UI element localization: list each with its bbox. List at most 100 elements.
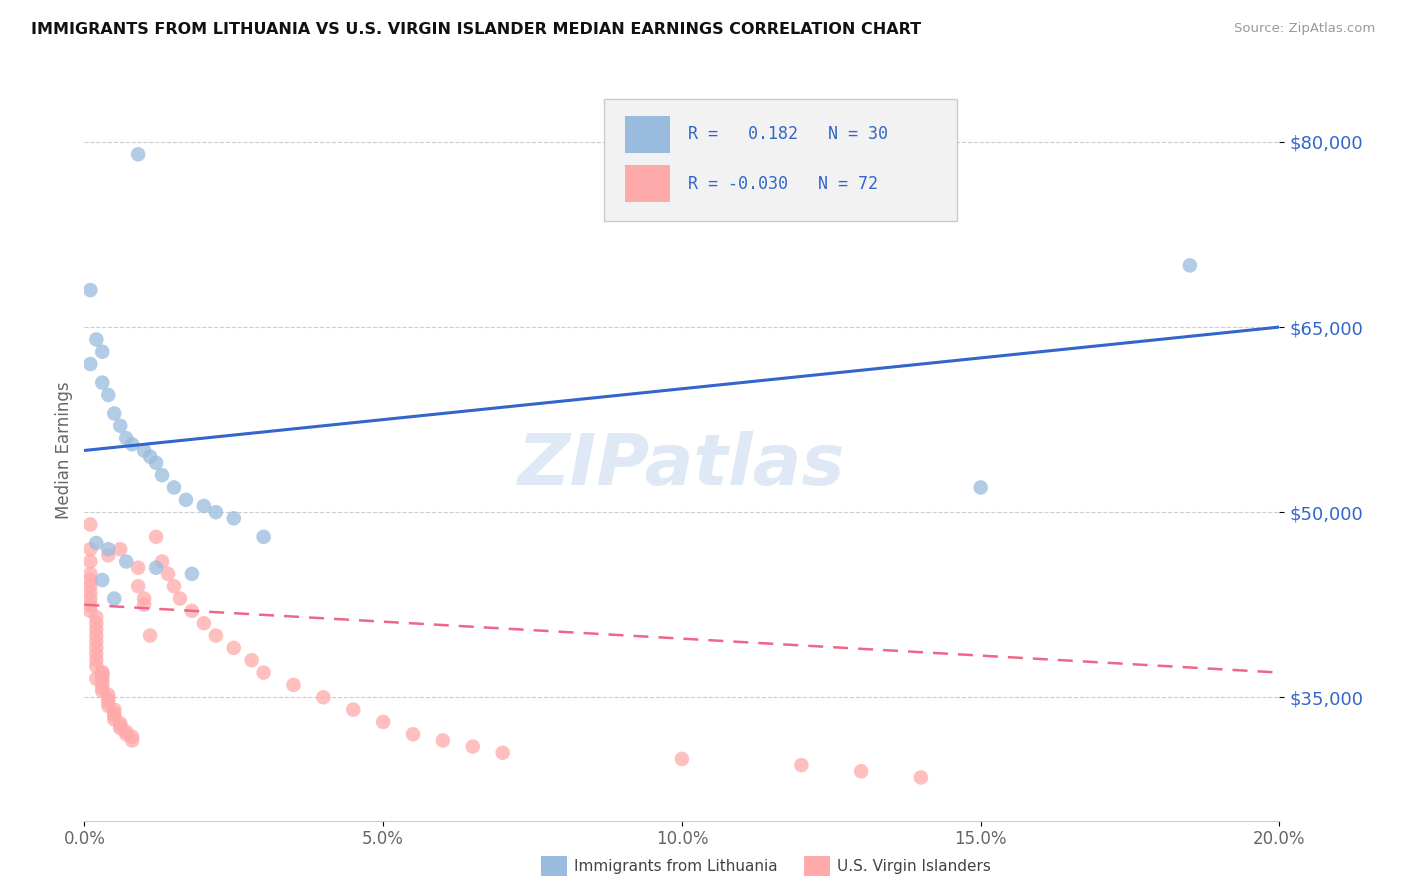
Point [115, 727, 138, 741]
Point [790, 758, 813, 772]
Point [91, 665, 114, 680]
Point [132, 591, 156, 606]
Point [97, 688, 120, 702]
Point [91, 573, 114, 587]
Point [145, 456, 167, 470]
Point [103, 407, 125, 421]
Point [145, 530, 167, 544]
Point [1178, 259, 1201, 273]
Point [79, 542, 101, 557]
Point [492, 746, 515, 760]
Point [373, 714, 395, 729]
Point [127, 579, 149, 593]
Point [86, 610, 108, 624]
FancyBboxPatch shape [605, 99, 957, 221]
Point [145, 560, 167, 574]
Point [86, 628, 108, 642]
Point [342, 703, 364, 717]
FancyBboxPatch shape [624, 116, 671, 153]
Point [110, 716, 132, 731]
Point [97, 698, 120, 713]
Point [110, 418, 132, 433]
Point [79, 283, 101, 297]
Point [193, 616, 215, 631]
Point [970, 480, 993, 494]
Point [97, 542, 120, 557]
Point [86, 653, 108, 667]
Point [121, 437, 143, 451]
Point [86, 634, 108, 648]
Point [91, 675, 114, 690]
Point [115, 555, 138, 569]
Point [910, 771, 932, 785]
Point [851, 764, 873, 779]
Point [79, 517, 101, 532]
Text: IMMIGRANTS FROM LITHUANIA VS U.S. VIRGIN ISLANDER MEDIAN EARNINGS CORRELATION CH: IMMIGRANTS FROM LITHUANIA VS U.S. VIRGIN… [31, 22, 921, 37]
Point [91, 672, 114, 686]
Point [253, 665, 276, 680]
Point [169, 591, 191, 606]
Point [79, 566, 101, 581]
Point [86, 659, 108, 673]
Point [79, 604, 101, 618]
Point [671, 752, 693, 766]
Point [86, 640, 108, 655]
Point [103, 708, 125, 723]
Point [132, 598, 156, 612]
Point [86, 616, 108, 631]
Point [163, 480, 186, 494]
Point [110, 542, 132, 557]
Point [127, 147, 149, 161]
FancyBboxPatch shape [624, 165, 671, 202]
Point [163, 579, 186, 593]
Point [86, 623, 108, 637]
Point [97, 549, 120, 563]
Point [97, 695, 120, 709]
Point [205, 628, 228, 642]
Point [132, 443, 156, 458]
Point [205, 505, 228, 519]
Point [91, 684, 114, 698]
Point [222, 511, 245, 525]
Point [181, 604, 204, 618]
Point [312, 690, 335, 705]
Point [91, 344, 114, 359]
Point [150, 555, 173, 569]
Point [181, 566, 204, 581]
Point [103, 713, 125, 727]
Point [222, 640, 245, 655]
Point [97, 691, 120, 706]
Point [91, 681, 114, 695]
Point [402, 727, 425, 741]
Point [283, 678, 305, 692]
Point [79, 598, 101, 612]
Point [432, 733, 454, 747]
Point [121, 733, 143, 747]
Point [461, 739, 484, 754]
Point [127, 560, 149, 574]
Point [79, 555, 101, 569]
Point [139, 628, 162, 642]
Point [193, 499, 215, 513]
Text: R =   0.182   N = 30: R = 0.182 N = 30 [688, 126, 887, 144]
Point [79, 579, 101, 593]
Point [79, 573, 101, 587]
Point [157, 566, 180, 581]
Text: Source: ZipAtlas.com: Source: ZipAtlas.com [1234, 22, 1375, 36]
Point [97, 388, 120, 402]
Point [115, 431, 138, 445]
Point [103, 703, 125, 717]
Point [253, 530, 276, 544]
Point [86, 332, 108, 346]
Point [121, 730, 143, 744]
Point [91, 668, 114, 682]
Point [79, 591, 101, 606]
Point [86, 672, 108, 686]
Point [139, 450, 162, 464]
Point [86, 647, 108, 661]
Point [91, 665, 114, 680]
Point [150, 468, 173, 483]
Text: R = -0.030   N = 72: R = -0.030 N = 72 [688, 175, 877, 193]
Point [174, 492, 197, 507]
Point [110, 721, 132, 735]
